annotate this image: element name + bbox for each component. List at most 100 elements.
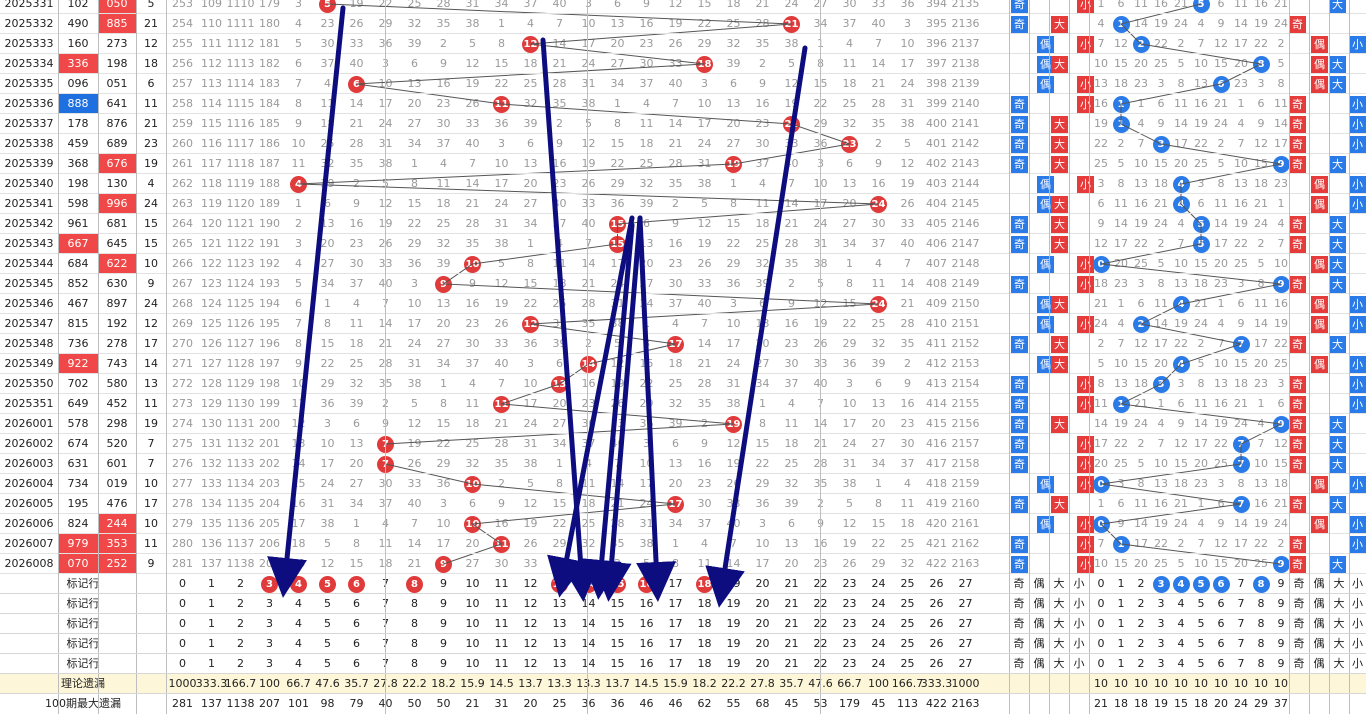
omission-cell: 32 — [726, 37, 741, 50]
number-b-cell: 273 — [106, 37, 128, 50]
parity2-tag: 奇 — [1289, 136, 1306, 153]
omission-cell: 184 — [259, 97, 280, 110]
digit-omission-cell: 7 — [1237, 137, 1245, 150]
digit-omission-cell: 16 — [1094, 97, 1108, 110]
omission-cell: 16 — [755, 97, 770, 110]
parity2-tag: 奇 — [1289, 96, 1306, 113]
digit-omission-cell: 10 — [1194, 57, 1208, 70]
omission-cell: 179 — [259, 0, 280, 10]
digit-omission-cell: 2 — [1277, 37, 1285, 50]
digit-omission-cell: 11 — [1274, 97, 1288, 110]
omission-cell: 10 — [581, 17, 596, 30]
number-b-cell: 051 — [106, 77, 128, 90]
omission-cell: 115 — [201, 117, 222, 130]
digit-omission-cell: 24 — [1174, 17, 1188, 30]
omission-cell: 20 — [610, 37, 625, 50]
digit-omission-cell: 2 — [1177, 37, 1185, 50]
digit-omission-cell: 4 — [1097, 17, 1105, 30]
period-cell: 2025339 — [4, 157, 54, 170]
omission-cell: 32 — [407, 17, 422, 30]
digit-omission-cell: 25 — [1154, 57, 1168, 70]
omission-cell: 9 — [556, 137, 563, 150]
digit-omission-cell: 10 — [1094, 57, 1108, 70]
omission-cell: 7 — [672, 97, 679, 110]
omission-cell: 35 — [552, 97, 567, 110]
number-b-cell: 676 — [98, 154, 136, 174]
period-cell: 2025338 — [4, 137, 54, 150]
omission-cell: 253 — [172, 0, 193, 10]
omission-cell: 19 — [581, 157, 596, 170]
omission-cell: 37 — [320, 57, 335, 70]
omission-cell: 32 — [842, 117, 857, 130]
omission-cell: 31 — [581, 77, 596, 90]
omission-cell: 24 — [581, 57, 596, 70]
omission-cell: 33 — [349, 37, 364, 50]
digit-omission-cell: 16 — [1254, 0, 1268, 10]
omission-cell: 5 — [585, 117, 592, 130]
digit-omission-cell: 11 — [1134, 0, 1148, 10]
omission-cell: 3 — [904, 17, 911, 30]
omission-cell: 38 — [581, 97, 596, 110]
omission-cell: 16 — [552, 157, 567, 170]
omission-cell: 6 — [411, 57, 418, 70]
omission-cell: 10 — [291, 137, 306, 150]
omission-cell: 109 — [201, 0, 222, 10]
omission-cell: 17 — [900, 57, 915, 70]
omission-cell: 24 — [784, 0, 799, 10]
digit-omission-cell: 1 — [1237, 97, 1245, 110]
number-a-cell: 490 — [67, 17, 89, 30]
omission-cell: 18 — [639, 137, 654, 150]
digit-omission-cell: 8 — [1177, 77, 1185, 90]
omission-cell: 12 — [784, 77, 799, 90]
parity-tag: 奇 — [1011, 96, 1028, 113]
omission-cell: 11 — [291, 157, 306, 170]
digit-omission-cell: 15 — [1114, 57, 1128, 70]
omission-cell: 261 — [172, 157, 193, 170]
omission-cell: 31 — [900, 97, 915, 110]
omission-cell: 7 — [556, 17, 563, 30]
omission-cell: 13 — [523, 157, 538, 170]
omission-cell: 15 — [494, 57, 509, 70]
omission-cell: 398 — [926, 77, 947, 90]
digit-hit-ball: 5 — [1192, 0, 1210, 13]
size2-tag: 大 — [1329, 76, 1346, 93]
digit-omission-cell: 1 — [1137, 97, 1145, 110]
omission-cell: 2142 — [951, 137, 980, 150]
omission-cell: 4 — [527, 17, 534, 30]
size-tag: 大 — [1051, 56, 1068, 73]
omission-cell: 1 — [411, 157, 418, 170]
omission-cell: 5 — [469, 37, 476, 50]
omission-cell: 29 — [697, 37, 712, 50]
omission-cell: 187 — [259, 157, 280, 170]
sum-cell: 5 — [147, 0, 155, 10]
omission-cell: 23 — [436, 97, 451, 110]
sum-cell: 12 — [144, 37, 158, 50]
omission-cell: 27 — [610, 57, 625, 70]
omission-cell: 34 — [610, 77, 625, 90]
digit-omission-cell: 8 — [1277, 77, 1285, 90]
omission-cell: 2137 — [951, 37, 980, 50]
omission-cell: 13 — [610, 17, 625, 30]
omission-cell: 16 — [436, 77, 451, 90]
number-a-cell: 459 — [67, 137, 89, 150]
size2-tag: 大 — [1329, 56, 1346, 73]
omission-cell: 397 — [926, 57, 947, 70]
theory-row-bg — [0, 674, 1366, 694]
digit-omission-cell: 24 — [1214, 117, 1228, 130]
omission-cell: 19 — [465, 77, 480, 90]
omission-cell: 1111 — [226, 17, 255, 30]
digit-omission-cell: 11 — [1234, 0, 1248, 10]
omission-cell: 40 — [668, 77, 683, 90]
omission-cell: 1114 — [226, 77, 255, 90]
omission-cell: 13 — [726, 97, 741, 110]
omission-cell: 1115 — [226, 97, 255, 110]
omission-cell: 34 — [407, 137, 422, 150]
digit-omission-cell: 12 — [1214, 37, 1228, 50]
omission-cell: 6 — [730, 77, 737, 90]
omission-cell: 34 — [494, 0, 509, 10]
digit-omission-cell: 22 — [1254, 37, 1268, 50]
digit-omission-cell: 18 — [1114, 77, 1128, 90]
omission-cell: 8 — [614, 117, 621, 130]
omission-cell: 7 — [469, 157, 476, 170]
omission-cell: 113 — [201, 77, 222, 90]
